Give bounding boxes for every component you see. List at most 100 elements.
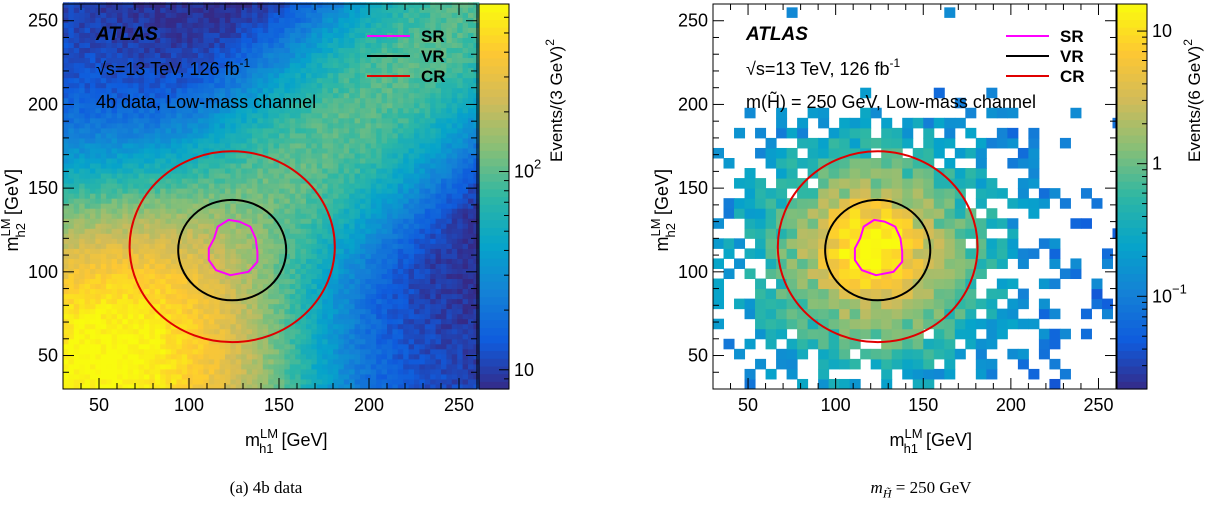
heatmap-bin xyxy=(79,363,86,370)
heatmap-bin xyxy=(63,338,69,345)
heatmap-bin xyxy=(284,107,291,114)
heatmap-bin xyxy=(187,313,194,320)
heatmap-bin xyxy=(392,383,399,390)
heatmap-bin xyxy=(370,27,377,33)
heatmap-bin xyxy=(122,2,129,8)
heatmap-bin xyxy=(133,233,140,239)
heatmap-bin xyxy=(181,168,188,174)
heatmap-bin xyxy=(273,373,280,380)
heatmap-bin xyxy=(397,368,404,375)
heatmap-bin xyxy=(257,2,264,8)
heatmap-bin xyxy=(295,173,302,179)
heatmap-bin xyxy=(133,223,140,229)
heatmap-bin xyxy=(154,348,161,355)
heatmap-bin xyxy=(252,188,258,194)
heatmap-bin xyxy=(90,378,96,385)
heatmap-bin xyxy=(241,107,248,114)
heatmap-bin xyxy=(284,132,291,139)
heatmap-bin xyxy=(338,97,345,104)
heatmap-bin xyxy=(192,142,199,149)
heatmap-bin xyxy=(381,213,388,219)
heatmap-bin xyxy=(306,253,312,259)
heatmap-bin xyxy=(381,348,388,355)
heatmap-bin xyxy=(273,283,280,290)
heatmap-bin xyxy=(381,152,388,159)
heatmap-bin xyxy=(360,223,366,229)
heatmap-bin xyxy=(262,178,269,184)
heatmap-bin xyxy=(149,163,156,169)
heatmap-bin xyxy=(262,97,269,104)
heatmap-bin xyxy=(160,318,167,325)
heatmap-bin xyxy=(289,228,296,234)
heatmap-bin xyxy=(241,268,248,274)
heatmap-bin xyxy=(403,97,410,104)
heatmap-bin xyxy=(219,47,226,54)
heatmap-bin xyxy=(187,333,194,340)
heatmap-bin xyxy=(235,67,242,74)
heatmap-bin xyxy=(354,368,361,375)
heatmap-bin xyxy=(252,77,258,84)
heatmap-bin xyxy=(181,353,188,360)
heatmap-bin xyxy=(225,328,231,335)
heatmap-bin xyxy=(90,373,96,380)
heatmap-bin xyxy=(403,253,410,259)
heatmap-bin xyxy=(117,218,123,224)
heatmap-bin xyxy=(117,328,123,335)
heatmap-bin xyxy=(306,213,312,219)
heatmap-bin xyxy=(187,228,194,234)
heatmap-bin xyxy=(138,218,145,224)
heatmap-bin xyxy=(365,368,372,375)
heatmap-bin xyxy=(79,198,86,204)
heatmap-bin xyxy=(327,178,334,184)
heatmap-bin xyxy=(235,12,242,18)
heatmap-bin xyxy=(68,168,75,174)
heatmap-bin xyxy=(289,298,296,305)
heatmap-bin xyxy=(181,37,188,43)
heatmap-bin xyxy=(397,142,404,149)
heatmap-bin xyxy=(284,72,291,79)
heatmap-bin xyxy=(144,147,150,154)
heatmap-bin xyxy=(403,363,410,370)
heatmap-bin xyxy=(149,263,156,269)
heatmap-bin xyxy=(392,288,399,295)
heatmap-bin xyxy=(111,308,118,315)
heatmap-bin xyxy=(279,127,285,134)
heatmap-bin xyxy=(63,263,69,269)
heatmap-bin xyxy=(300,102,307,109)
heatmap-bin xyxy=(262,298,269,305)
heatmap-bin xyxy=(154,163,161,169)
heatmap-bin xyxy=(219,97,226,104)
heatmap-bin xyxy=(111,383,118,390)
heatmap-bin xyxy=(235,72,242,79)
heatmap-bin xyxy=(246,158,253,164)
heatmap-bin xyxy=(73,248,80,254)
heatmap-bin xyxy=(262,358,269,365)
heatmap-bin xyxy=(203,198,210,204)
heatmap-bin xyxy=(95,248,102,254)
heatmap-bin xyxy=(387,127,393,134)
heatmap-bin xyxy=(370,258,377,264)
heatmap-bin xyxy=(289,158,296,164)
heatmap-bin xyxy=(106,7,113,13)
heatmap-bin xyxy=(392,293,399,300)
heatmap-bin xyxy=(360,2,366,8)
heatmap-bin xyxy=(225,22,231,28)
heatmap-bin xyxy=(230,62,237,69)
heatmap-bin xyxy=(111,183,118,189)
heatmap-bin xyxy=(252,17,258,23)
heatmap-bin xyxy=(73,358,80,365)
heatmap-bin xyxy=(376,213,383,219)
heatmap-bin xyxy=(208,183,215,189)
heatmap-bin xyxy=(106,107,113,114)
heatmap-bin xyxy=(403,263,410,269)
heatmap-bin xyxy=(154,353,161,360)
heatmap-bin xyxy=(160,323,167,330)
heatmap-bin xyxy=(268,283,275,290)
heatmap-bin xyxy=(300,87,307,94)
heatmap-bin xyxy=(268,158,275,164)
heatmap-bin xyxy=(73,363,80,370)
heatmap-bin xyxy=(381,328,388,335)
heatmap-bin xyxy=(133,273,140,280)
heatmap-bin xyxy=(144,183,150,189)
heatmap-bin xyxy=(138,72,145,79)
